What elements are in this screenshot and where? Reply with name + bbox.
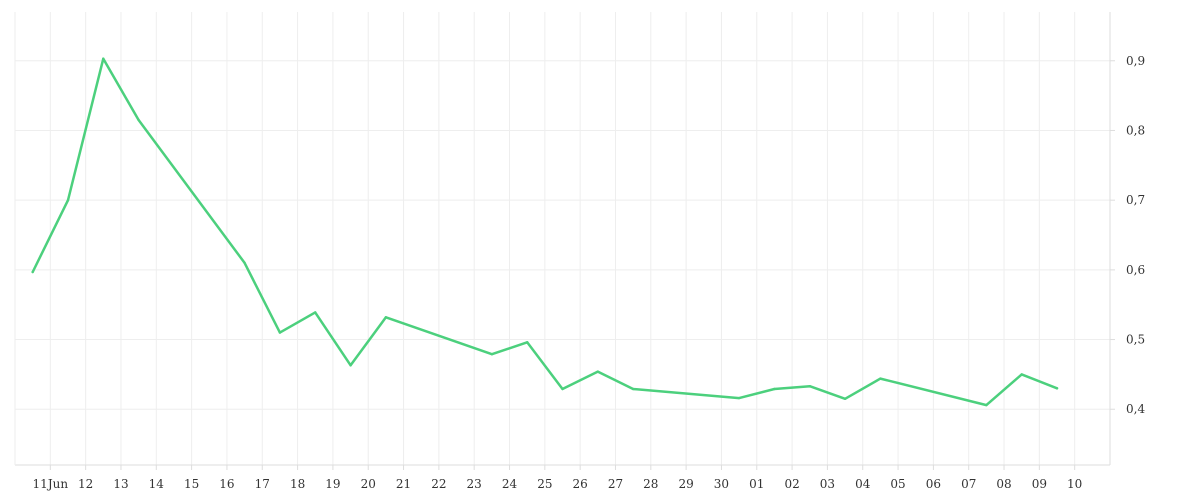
x-tick-label: 29 [678, 477, 693, 491]
data-point [808, 385, 811, 388]
data-point [879, 377, 882, 380]
data-point [66, 199, 70, 202]
vertical-gridlines [49, 12, 1076, 465]
x-tick-label: 12 [78, 477, 93, 491]
x-tick-label: 27 [608, 477, 623, 491]
x-tick-label: 22 [431, 477, 446, 491]
series-line [31, 57, 1059, 407]
data-point [102, 57, 105, 60]
x-tick-label: 19 [325, 477, 340, 491]
x-tick-label: 18 [290, 477, 305, 491]
y-axis-ticks: 0,4 0,5 0,6 0,7 0,8 0,9 [1110, 54, 1145, 416]
data-point [278, 331, 282, 334]
x-tick-label: 17 [255, 477, 270, 491]
x-tick-label: 30 [714, 477, 729, 491]
x-tick-label: 24 [502, 477, 518, 491]
data-point [384, 316, 388, 319]
x-tick-label: 20 [361, 477, 376, 491]
data-point [985, 403, 988, 407]
axes [14, 12, 1111, 466]
y-tick-label: 0,9 [1126, 54, 1145, 68]
y-tick-label: 0,7 [1126, 193, 1145, 207]
horizontal-gridlines [15, 60, 1110, 410]
y-tick-label: 0,8 [1126, 123, 1145, 137]
x-tick-label: 28 [643, 477, 658, 491]
data-point [31, 270, 34, 274]
x-tick-label: 09 [1032, 477, 1047, 491]
data-point [243, 261, 246, 265]
x-tick-label: 01 [749, 477, 764, 491]
data-point [526, 341, 529, 344]
x-tick-label: 14 [149, 477, 165, 491]
x-axis-ticks: 11Jun 12 13 14 15 16 17 18 19 20 21 22 23 24 25 26 27 28 2… [33, 465, 1082, 491]
data-point [561, 387, 564, 391]
data-point [596, 370, 599, 373]
y-tick-label: 0,6 [1126, 263, 1145, 277]
x-tick-label: 23 [467, 477, 482, 491]
x-tick-label: 13 [113, 477, 128, 491]
y-tick-label: 0,4 [1126, 402, 1145, 416]
x-tick-label: 06 [926, 477, 941, 491]
y-tick-label: 0,5 [1126, 333, 1145, 347]
data-point [349, 364, 352, 367]
data-point [137, 118, 140, 122]
data-point [1055, 387, 1059, 390]
data-point [631, 387, 635, 391]
x-tick-label: 02 [784, 477, 799, 491]
data-point [773, 387, 776, 391]
x-tick-label: 10 [1067, 477, 1082, 491]
data-point [737, 396, 741, 400]
x-tick-label: 05 [890, 477, 905, 491]
x-tick-label: 04 [855, 477, 871, 491]
x-tick-label: 08 [996, 477, 1011, 491]
x-tick-label: 16 [219, 477, 234, 491]
x-tick-label: 25 [537, 477, 552, 491]
data-point [490, 353, 494, 356]
data-point [843, 397, 847, 400]
x-tick-label: 26 [573, 477, 588, 491]
data-point [1020, 373, 1023, 376]
x-tick-label: 07 [961, 477, 976, 491]
x-tick-label: 11Jun [33, 477, 69, 491]
x-tick-label: 21 [396, 477, 411, 491]
data-point [314, 311, 317, 314]
series-layer [31, 57, 1059, 407]
x-tick-label: 15 [184, 477, 199, 491]
x-tick-label: 03 [820, 477, 835, 491]
